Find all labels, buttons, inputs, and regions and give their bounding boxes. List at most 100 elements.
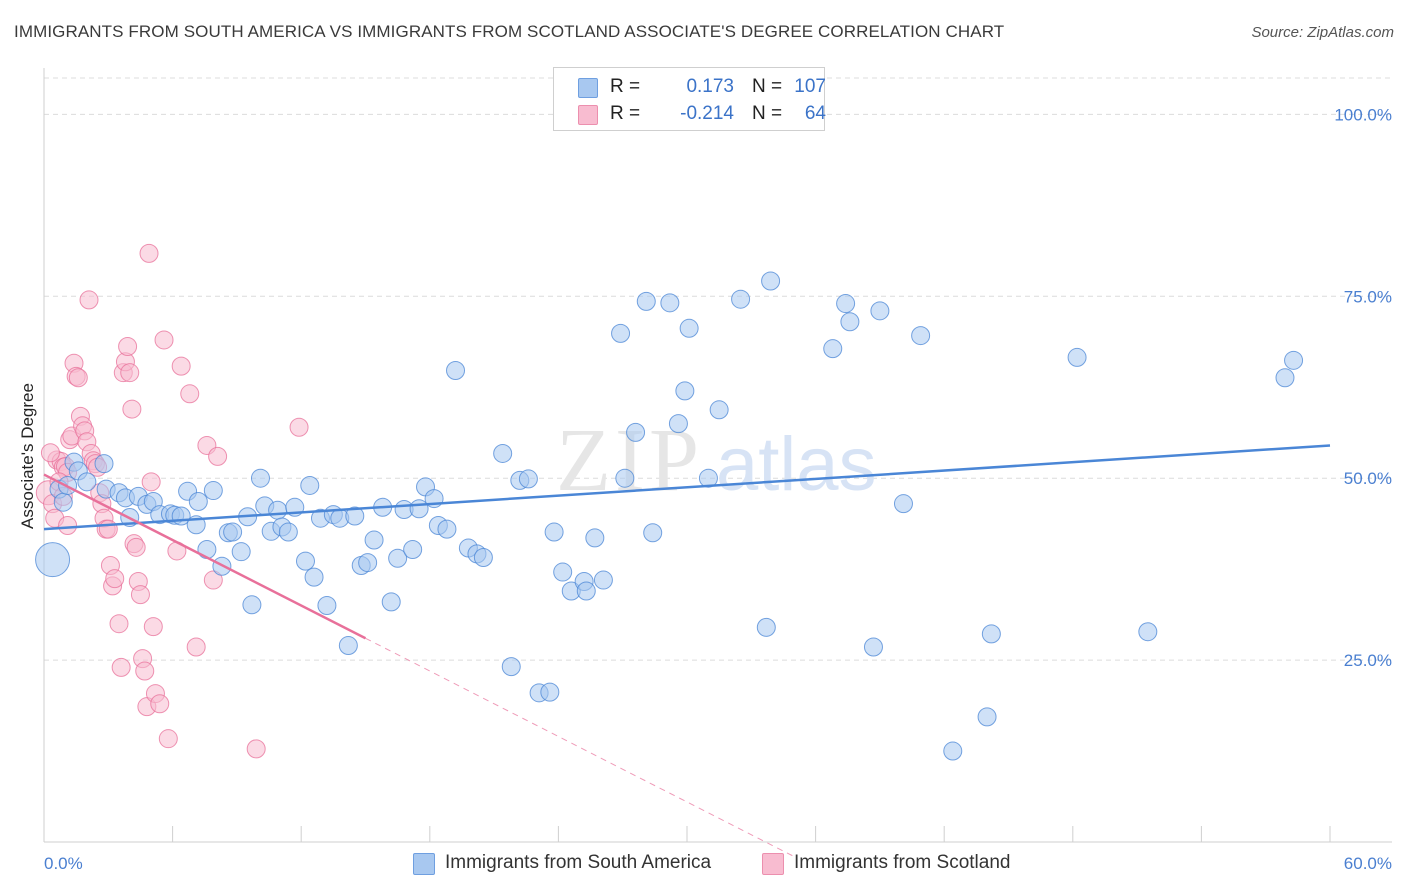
data-point <box>358 553 378 573</box>
data-point <box>643 523 663 543</box>
legend-n-value: 107 <box>794 76 826 97</box>
data-point <box>79 290 99 310</box>
data-point <box>977 707 997 727</box>
data-point <box>35 542 71 578</box>
data-point <box>540 682 560 702</box>
data-point <box>585 528 605 548</box>
data-point <box>675 381 695 401</box>
data-point <box>911 326 931 346</box>
bottom-legend-label: Immigrants from South America <box>445 852 712 873</box>
bottom-legend-swatch-blue <box>413 853 435 875</box>
data-point <box>1067 347 1087 367</box>
y-tick-label: 25.0% <box>1344 651 1392 670</box>
data-point <box>180 384 200 404</box>
data-point <box>130 585 150 605</box>
data-point <box>636 291 656 311</box>
trend-line <box>43 444 1331 531</box>
data-point <box>388 548 408 568</box>
data-point <box>203 481 223 501</box>
y-axis-label: Associate's Degree <box>18 383 37 529</box>
x-tick-max: 60.0% <box>1344 854 1392 873</box>
data-point <box>615 468 635 488</box>
data-point <box>446 361 466 381</box>
data-point <box>158 729 178 749</box>
data-point <box>186 637 206 657</box>
y-tick-label: 100.0% <box>1334 105 1392 124</box>
data-point <box>679 318 699 338</box>
data-point <box>364 530 384 550</box>
data-point <box>111 657 131 677</box>
data-point <box>338 636 358 656</box>
data-point <box>698 468 718 488</box>
trend-line-extrapolated <box>365 637 795 857</box>
legend-r-label: R = <box>610 103 641 124</box>
data-point <box>345 506 365 526</box>
data-point <box>611 323 631 343</box>
data-point <box>120 363 140 383</box>
data-point <box>246 739 266 759</box>
data-point <box>139 243 159 263</box>
data-point <box>77 472 97 492</box>
legend-swatch-pink <box>578 105 598 125</box>
data-point <box>409 499 429 519</box>
data-point <box>295 551 315 571</box>
legend-n-label: N = <box>752 103 783 124</box>
bottom-legend-swatch-pink <box>762 853 784 875</box>
data-point <box>1284 350 1304 370</box>
y-tick-label: 50.0% <box>1344 469 1392 488</box>
watermark: ZIP atlas <box>556 411 877 510</box>
data-point <box>231 542 251 562</box>
data-point <box>109 614 129 634</box>
grid-lines <box>44 77 1392 661</box>
data-point <box>223 522 243 542</box>
data-point <box>593 570 613 590</box>
data-point <box>105 569 125 589</box>
data-point <box>493 443 513 463</box>
data-point <box>58 515 78 535</box>
data-point <box>840 312 860 332</box>
bottom-legend-label: Immigrants from Scotland <box>794 852 1011 873</box>
data-point <box>731 289 751 309</box>
y-tick-label: 75.0% <box>1344 287 1392 306</box>
trend-line <box>43 473 367 640</box>
chart-title: IMMIGRANTS FROM SOUTH AMERICA VS IMMIGRA… <box>14 22 1005 41</box>
data-point <box>208 446 228 466</box>
stats-legend: R = 0.173 N = 107 R = -0.214 N = 64 <box>553 67 826 131</box>
data-point <box>250 468 270 488</box>
data-point <box>289 417 309 437</box>
trend-lines <box>43 444 1331 857</box>
data-point <box>381 592 401 612</box>
data-point <box>122 399 142 419</box>
data-point <box>626 422 646 442</box>
legend-r-value: 0.173 <box>686 76 734 97</box>
data-point <box>870 301 890 321</box>
legend-r-label: R = <box>610 76 641 97</box>
data-points <box>35 243 1304 761</box>
data-point <box>278 522 298 542</box>
data-point <box>893 494 913 514</box>
data-point <box>154 330 174 350</box>
data-point <box>823 339 843 359</box>
data-point <box>126 537 146 557</box>
data-point <box>553 562 573 582</box>
data-point <box>576 581 596 601</box>
data-point <box>150 694 170 714</box>
data-point <box>68 368 88 388</box>
data-point <box>317 596 337 616</box>
data-point <box>135 661 155 681</box>
data-point <box>94 454 114 474</box>
y-tick-labels: 25.0% 50.0% 75.0% 100.0% <box>1334 105 1392 670</box>
data-point <box>40 443 60 463</box>
data-point <box>188 491 208 511</box>
x-tick-min: 0.0% <box>44 854 83 873</box>
data-point <box>981 624 1001 644</box>
data-point <box>761 271 781 291</box>
data-point <box>203 570 223 590</box>
legend-n-value: 64 <box>804 103 826 124</box>
data-point <box>1275 368 1295 388</box>
data-point <box>473 548 493 568</box>
data-point <box>668 414 688 434</box>
legend-n-label: N = <box>752 76 783 97</box>
data-point <box>143 617 163 637</box>
